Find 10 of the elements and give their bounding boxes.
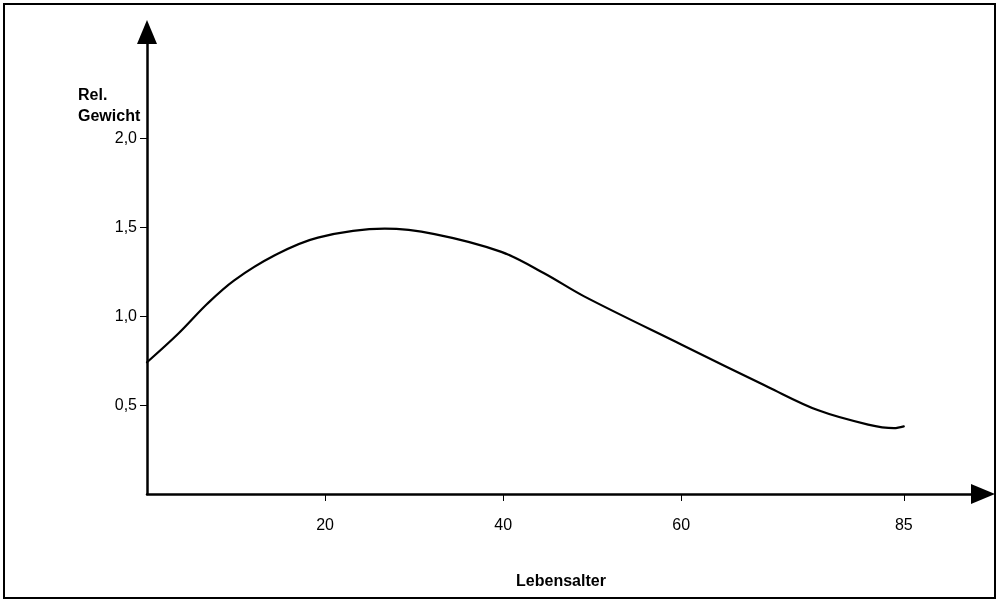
x-tick-label: 20 xyxy=(316,515,335,533)
x-tick-label: 85 xyxy=(894,515,913,533)
y-tick-label: 0,5 xyxy=(114,396,138,414)
y-tick-label: 1,0 xyxy=(114,307,138,325)
y-axis-title: Rel. Gewicht xyxy=(78,86,141,124)
y-tick-label: 1,5 xyxy=(114,218,138,236)
x-tick-label: 40 xyxy=(494,515,513,533)
y-tick-label: 2,0 xyxy=(114,129,138,147)
x-axis-title: Lebensalter xyxy=(516,571,606,589)
x-tick-label: 60 xyxy=(672,515,691,533)
